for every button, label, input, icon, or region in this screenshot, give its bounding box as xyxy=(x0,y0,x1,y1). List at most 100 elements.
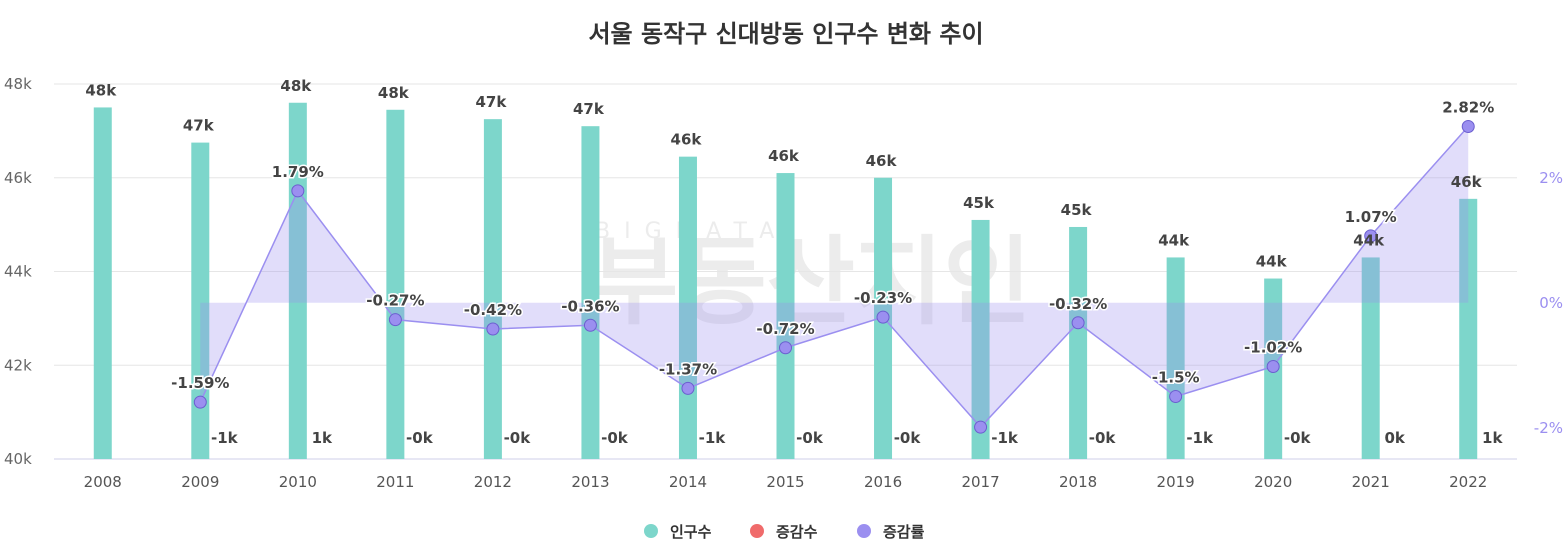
rate-area-fill xyxy=(200,126,1469,428)
population-value-label: 46k xyxy=(866,152,898,170)
population-value-label: 44k xyxy=(1158,231,1190,249)
population-value-label: 46k xyxy=(768,147,800,165)
rate-point xyxy=(1364,229,1378,243)
x-tick-label: 2021 xyxy=(1352,473,1390,491)
rate-point xyxy=(1169,390,1183,403)
change-count-label: -0k xyxy=(406,429,434,447)
population-bar xyxy=(1361,257,1380,459)
population-bar xyxy=(678,156,697,459)
x-tick-label: 2010 xyxy=(279,473,317,491)
x-tick-label: 2019 xyxy=(1157,473,1195,491)
y-left-tick-label: 42k xyxy=(4,356,32,374)
change-rate-label: 1.07% xyxy=(1345,208,1397,226)
change-count-label: -0k xyxy=(601,429,629,447)
y-axis-left: 40k 42k 44k 46k 48k xyxy=(4,75,32,468)
change-rate-label: 2.82% xyxy=(1442,99,1494,117)
rate-point xyxy=(876,310,890,324)
rate-point xyxy=(1461,120,1475,133)
change-rate-label: -0.23% xyxy=(854,289,912,307)
x-axis: 2008 2009 2010 2011 2012 2013 2014 2015 2016 2017… xyxy=(84,473,1488,491)
population-value-label: 48k xyxy=(85,81,117,99)
x-tick-label: 2016 xyxy=(864,473,902,491)
rate-line-path xyxy=(199,126,1469,429)
change-rate-label: 1.79% xyxy=(272,163,324,181)
change-count-label: 0k xyxy=(1384,429,1405,447)
chart-title: 서울 동작구 신대방동 인구수 변화 추이 xyxy=(588,20,983,48)
legend: 인구수 증감수 증감률 xyxy=(644,523,925,541)
legend-item[interactable]: 인구수 xyxy=(644,523,712,541)
change-count-label: -1k xyxy=(699,429,727,447)
y-right-tick-label: -2% xyxy=(1534,419,1563,437)
population-value-label: 47k xyxy=(475,93,507,111)
x-tick-label: 2009 xyxy=(181,473,219,491)
population-bar xyxy=(1459,198,1478,459)
rate-point xyxy=(193,395,207,409)
x-tick-label: 2011 xyxy=(376,473,414,491)
x-tick-label: 2012 xyxy=(474,473,512,491)
change-rate-label: -0.32% xyxy=(1049,295,1107,313)
rate-point xyxy=(583,318,597,332)
change-count-label: -1k xyxy=(1186,429,1214,447)
change-count-label: -0k xyxy=(1284,429,1312,447)
population-value-label: 46k xyxy=(1451,173,1483,191)
y-axis-right: -2% 0% 2% xyxy=(1534,169,1563,437)
rate-point xyxy=(974,420,988,434)
population-value-label: 47k xyxy=(183,117,215,135)
change-count-label: -0k xyxy=(1089,429,1117,447)
population-value-label: 48k xyxy=(280,77,312,95)
change-rate-label: -1.59% xyxy=(171,374,229,392)
change-rate-label: -0.36% xyxy=(561,297,619,315)
rate-point xyxy=(1266,360,1280,373)
y-left-tick-label: 40k xyxy=(4,450,32,468)
x-tick-label: 2014 xyxy=(669,473,707,491)
population-value-label: 45k xyxy=(1061,201,1093,219)
population-bar xyxy=(971,219,990,459)
change-count-label: 1k xyxy=(312,429,333,447)
population-value-label: 44k xyxy=(1353,231,1385,249)
change-rate-label: -0.72% xyxy=(756,320,814,338)
rate-point xyxy=(291,184,305,198)
population-value-label: 45k xyxy=(963,194,995,212)
legend-label: 인구수 xyxy=(670,523,712,541)
x-tick-label: 2015 xyxy=(766,473,804,491)
change-rate-label: -1.02% xyxy=(1244,339,1302,357)
y-right-tick-label: 2% xyxy=(1539,169,1563,187)
rate-point xyxy=(486,322,500,336)
y-left-tick-label: 46k xyxy=(4,169,32,187)
population-bar xyxy=(93,107,112,459)
population-bar xyxy=(386,109,405,459)
legend-item[interactable]: 증감률 xyxy=(857,523,925,541)
population-value-label: 46k xyxy=(671,131,703,149)
legend-item[interactable]: 증감수 xyxy=(750,523,818,541)
change-count-label: -1k xyxy=(991,429,1019,447)
population-value-label: 48k xyxy=(378,84,410,102)
legend-marker xyxy=(857,524,871,538)
change-rate-label: -0.27% xyxy=(366,292,424,310)
legend-label: 증감률 xyxy=(883,523,925,541)
change-count-label: 1k xyxy=(1482,429,1503,447)
data-labels: 48k 47k 48k 48k 47k 47k 46k 46k 46k 45k 45k 44k 44k 4… xyxy=(85,77,1503,447)
legend-marker xyxy=(750,524,764,538)
x-tick-label: 2020 xyxy=(1254,473,1292,491)
rate-point xyxy=(681,381,695,395)
watermark: BIGDATA 부동산지인 xyxy=(590,219,1032,338)
x-tick-label: 2018 xyxy=(1059,473,1097,491)
rate-point xyxy=(388,313,402,327)
x-tick-label: 2017 xyxy=(961,473,999,491)
x-tick-label: 2013 xyxy=(571,473,609,491)
change-rate-label: -1.37% xyxy=(659,360,717,378)
change-count-label: -0k xyxy=(894,429,922,447)
change-rate-label: -1.5% xyxy=(1152,369,1200,387)
change-count-label: -0k xyxy=(504,429,532,447)
population-value-label: 44k xyxy=(1256,253,1288,271)
population-bar xyxy=(191,142,210,459)
y-left-tick-label: 48k xyxy=(4,75,32,93)
population-bar xyxy=(1166,257,1185,459)
rate-area xyxy=(200,126,1469,428)
rate-line xyxy=(193,120,1475,434)
rate-point xyxy=(779,341,792,355)
y-left-tick-label: 44k xyxy=(4,263,32,281)
watermark-brand: 부동산지인 xyxy=(590,226,1032,338)
change-count-label: -0k xyxy=(796,429,824,447)
change-rate-label: -0.42% xyxy=(464,301,522,319)
